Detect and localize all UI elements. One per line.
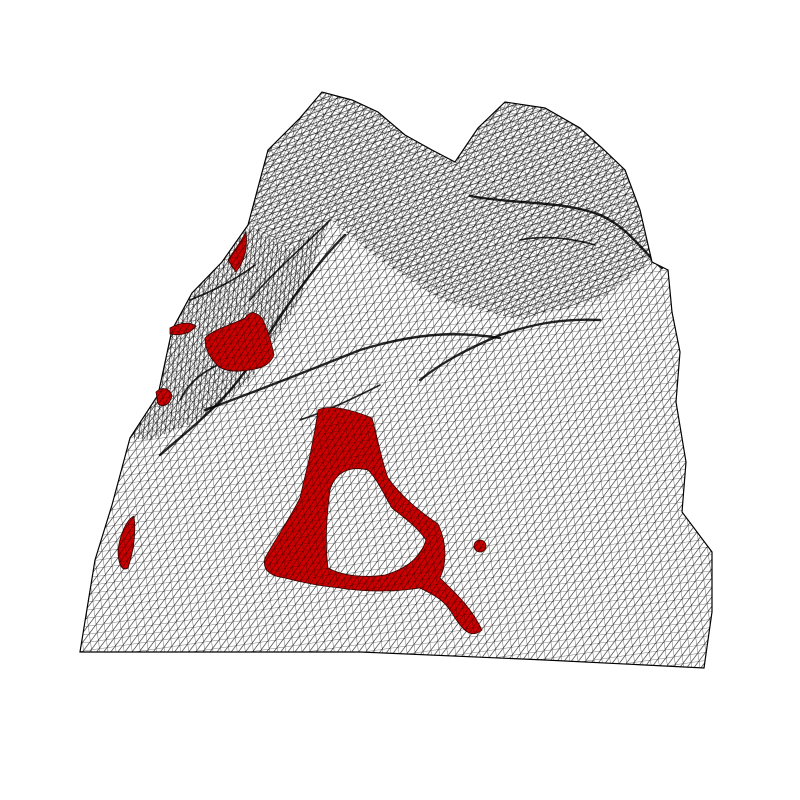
ridge-line <box>249 219 331 301</box>
region-dot-mesh <box>474 540 486 552</box>
region-left-spot-mesh <box>156 388 172 406</box>
region-ring-mesh <box>264 407 482 634</box>
surface-outline <box>79 91 713 669</box>
region-far-left-mesh <box>118 516 135 570</box>
ridge-line <box>299 384 381 421</box>
mesh-grid-back-slopes <box>248 92 652 320</box>
ridge-line <box>519 236 596 246</box>
ridge-line <box>418 318 602 382</box>
region-upper-left-blob-mesh <box>205 312 274 372</box>
region-left-sliver-mesh <box>170 323 196 335</box>
region-left-edge-mesh <box>228 232 247 272</box>
ridge-line <box>203 333 502 412</box>
highlighted-regions <box>117 230 487 635</box>
ridge-line <box>468 194 664 270</box>
ridge-line <box>189 264 256 301</box>
